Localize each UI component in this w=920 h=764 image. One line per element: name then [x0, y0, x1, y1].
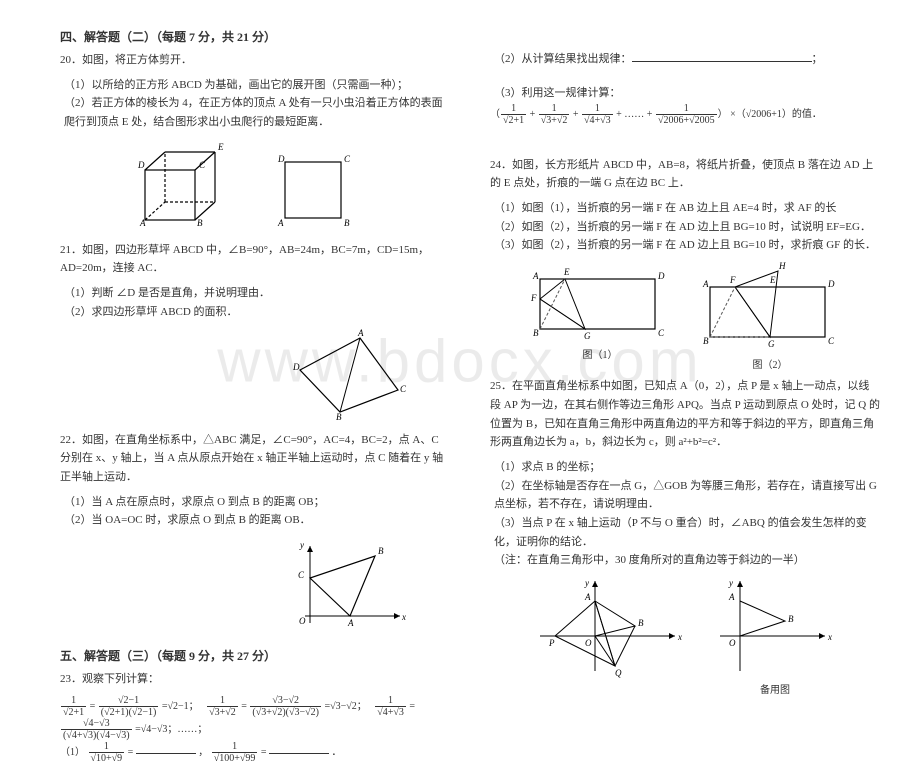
q21-part1: （1）判断 ∠D 是否是直角，并说明理由．: [64, 284, 450, 303]
q23-part3: （3）利用这一规律计算：: [494, 84, 880, 103]
svg-text:B: B: [336, 412, 342, 422]
svg-text:A: A: [347, 618, 354, 628]
svg-text:A: A: [139, 218, 146, 228]
fig2-caption: 图（2）: [700, 356, 840, 371]
q25-part3: （3）当点 P 在 x 轴上运动（P 不与 O 重合）时，∠ABQ 的值会发生怎…: [494, 514, 880, 551]
q23-eq2: √4−√3(√4+√3)(√4−√3) =√4−√3；……；: [60, 718, 450, 741]
svg-text:E: E: [563, 267, 570, 277]
backup-caption: 备用图: [715, 681, 835, 696]
q24-stem: 24．如图，长方形纸片 ABCD 中，AB=8，将纸片折叠，使顶点 B 落在边 …: [490, 156, 880, 193]
q24-part3: （3）如图（2），当折痕的另一端 F 在 AD 边上且 BG=10 时，求折痕 …: [494, 236, 880, 255]
right-column: （2）从计算结果找出规律：； （3）利用这一规律计算： （1√2+1 + 1√3…: [490, 20, 880, 702]
svg-text:O: O: [729, 638, 736, 648]
svg-text:Q: Q: [615, 668, 622, 678]
q24-part2: （2）如图（2），当折痕的另一端 F 在 AD 边上且 BG=10 时，试说明 …: [494, 218, 880, 237]
page: 四、解答题（二）（每题 7 分，共 21 分） 20．如图，将正方体剪开． （1…: [0, 0, 920, 722]
section-4-title: 四、解答题（二）（每题 7 分，共 21 分）: [60, 28, 450, 45]
q23-part1-blanks: （1） 1√10+√9 = ， 1√100+√99 = ．: [60, 741, 450, 764]
fig1-caption: 图（1）: [530, 346, 670, 361]
q22-stem: 22．如图，在直角坐标系中，△ABC 满足，∠C=90°，AC=4，BC=2，点…: [60, 431, 450, 487]
svg-text:A: A: [277, 218, 284, 228]
svg-text:C: C: [199, 160, 206, 170]
q22-figure: x y O C A B: [60, 538, 450, 631]
q20-figure: A B C D E D C A B: [60, 140, 450, 233]
blank-2[interactable]: [269, 742, 329, 754]
svg-text:B: B: [638, 618, 644, 628]
svg-text:O: O: [299, 616, 306, 626]
q23-eq1: 1√2+1 = √2−1(√2+1)(√2−1) =√2−1； 1√3+√2 =…: [60, 695, 450, 718]
svg-text:F: F: [729, 275, 736, 285]
svg-text:y: y: [299, 540, 304, 550]
q23-stem: 23．观察下列计算：: [60, 670, 450, 689]
svg-text:A: A: [532, 271, 539, 281]
q20-part2: （2）若正方体的棱长为 4，在正方体的顶点 A 处有一只小虫沿着正方体的表面爬行…: [64, 94, 450, 131]
svg-text:D: D: [137, 160, 145, 170]
svg-text:F: F: [530, 293, 537, 303]
svg-text:y: y: [584, 578, 589, 588]
svg-text:A: A: [728, 592, 735, 602]
svg-text:B: B: [378, 546, 384, 556]
svg-text:C: C: [658, 328, 665, 338]
left-column: 四、解答题（二）（每题 7 分，共 21 分） 20．如图，将正方体剪开． （1…: [60, 20, 450, 702]
svg-text:B: B: [197, 218, 203, 228]
q25-note: （注：在直角三角形中，30 度角所对的直角边等于斜边的一半）: [494, 551, 880, 570]
svg-text:y: y: [728, 578, 733, 588]
svg-text:D: D: [827, 279, 835, 289]
q22-part2: （2）当 OA=OC 时，求原点 O 到点 B 的距离 OB．: [64, 511, 450, 530]
svg-text:C: C: [344, 154, 351, 164]
q21-stem: 21．如图，四边形草坪 ABCD 中，∠B=90°，AB=24m，BC=7m，C…: [60, 241, 450, 278]
q24-part1: （1）如图（1），当折痕的另一端 F 在 AB 边上且 AE=4 时，求 AF …: [494, 199, 880, 218]
svg-text:x: x: [827, 632, 832, 642]
svg-text:A: A: [702, 279, 709, 289]
q21-part2: （2）求四边形草坪 ABCD 的面积．: [64, 303, 450, 322]
svg-text:C: C: [828, 336, 835, 346]
svg-text:O: O: [585, 638, 592, 648]
svg-text:x: x: [401, 612, 406, 622]
q25-part1: （1）求点 B 的坐标；: [494, 458, 880, 477]
svg-text:B: B: [344, 218, 350, 228]
q20-part1: （1）以所给的正方形 ABCD 为基础，画出它的展开图（只需画一种）；: [64, 76, 450, 95]
svg-text:G: G: [584, 331, 591, 341]
blank-1[interactable]: [136, 742, 196, 754]
svg-text:G: G: [768, 339, 775, 349]
svg-text:B: B: [788, 614, 794, 624]
svg-text:B: B: [533, 328, 539, 338]
svg-text:C: C: [298, 570, 305, 580]
q25-figures: x y O A B P Q x y O: [490, 576, 880, 696]
svg-text:D: D: [292, 362, 300, 372]
svg-text:E: E: [217, 142, 224, 152]
blank-rule[interactable]: [632, 50, 812, 62]
svg-text:H: H: [778, 261, 786, 271]
svg-text:B: B: [703, 336, 709, 346]
q20-stem: 20．如图，将正方体剪开．: [60, 51, 450, 70]
q23-part2: （2）从计算结果找出规律：；: [494, 50, 880, 69]
svg-text:E: E: [769, 275, 776, 285]
q25-part2: （2）在坐标轴是否存在一点 G，△GOB 为等腰三角形，若存在，请直接写出 G …: [494, 477, 880, 514]
svg-text:x: x: [677, 632, 682, 642]
svg-text:A: A: [584, 592, 591, 602]
q22-part1: （1）当 A 点在原点时，求原点 O 到点 B 的距离 OB；: [64, 493, 450, 512]
q21-figure: A D B C: [60, 330, 450, 423]
q23-part3-expr: （1√2+1 + 1√3+√2 + 1√4+√3 + …… + 1√2006+√…: [490, 103, 880, 126]
svg-text:A: A: [357, 328, 364, 338]
section-5-title: 五、解答题（三）（每题 9 分，共 27 分）: [60, 647, 450, 664]
svg-text:D: D: [657, 271, 665, 281]
q24-figures: A D B C E F G 图（1） A D: [490, 261, 880, 371]
svg-text:P: P: [548, 638, 555, 648]
svg-text:C: C: [400, 384, 407, 394]
q25-stem: 25．在平面直角坐标系中如图，已知点 A（0，2），点 P 是 x 轴上一动点，…: [490, 377, 880, 452]
svg-text:D: D: [277, 154, 285, 164]
